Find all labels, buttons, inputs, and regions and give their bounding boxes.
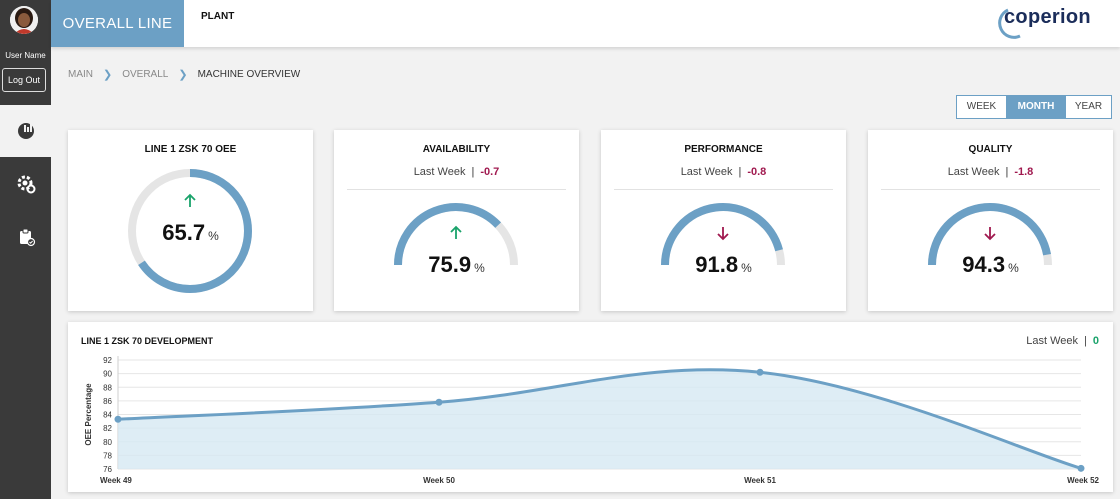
period-month-button[interactable]: MONTH bbox=[1007, 96, 1065, 118]
y-tick-label: 80 bbox=[103, 438, 112, 447]
user-block: User Name Log Out bbox=[0, 0, 51, 102]
x-tick-label: Week 52 bbox=[1067, 476, 1099, 485]
x-tick-label: Week 50 bbox=[423, 476, 455, 485]
logo-text: coperion bbox=[1004, 6, 1091, 28]
oee-unit: % bbox=[208, 229, 219, 243]
logout-button[interactable]: Log Out bbox=[2, 68, 46, 92]
performance-number: 91.8 bbox=[695, 252, 739, 277]
development-title: LINE 1 ZSK 70 DEVELOPMENT bbox=[81, 336, 214, 346]
y-tick-label: 90 bbox=[103, 370, 112, 379]
clipboard-icon bbox=[19, 228, 35, 247]
availability-title: AVAILABILITY bbox=[422, 144, 491, 155]
y-tick-label: 82 bbox=[103, 424, 112, 433]
quality-value: 94.3% bbox=[868, 252, 1113, 278]
settings-icon bbox=[17, 175, 35, 194]
performance-unit: % bbox=[741, 261, 752, 275]
y-tick-label: 78 bbox=[103, 451, 112, 460]
development-panel: LINE 1 ZSK 70 DEVELOPMENT Last Week | 0 92… bbox=[68, 322, 1113, 492]
performance-card: PERFORMANCE Last Week | -0.8 91.8% bbox=[601, 130, 846, 311]
performance-gauge bbox=[661, 203, 785, 266]
y-tick-label: 88 bbox=[103, 383, 112, 392]
data-point bbox=[435, 398, 443, 406]
avatar[interactable] bbox=[10, 6, 38, 34]
y-tick-label: 92 bbox=[103, 356, 112, 365]
performance-sub: Last Week | -0.8 bbox=[680, 166, 767, 178]
availability-delta: -0.7 bbox=[480, 166, 500, 178]
sidebar: User Name Log Out bbox=[0, 0, 51, 499]
data-point bbox=[756, 368, 764, 376]
development-chart: 92 90 88 86 84 82 80 78 76 OEE Percentage Week 49 W… bbox=[84, 356, 1100, 485]
user-name: User Name bbox=[5, 51, 46, 60]
development-delta: 0 bbox=[1092, 335, 1099, 347]
series-line bbox=[117, 368, 1082, 470]
gauge-fill bbox=[928, 203, 1052, 266]
divider bbox=[614, 189, 833, 190]
divider bbox=[881, 189, 1100, 190]
nav-item-tasks[interactable] bbox=[0, 211, 51, 263]
arrow-down-icon bbox=[717, 227, 729, 241]
period-switch: WEEK MONTH YEAR bbox=[956, 95, 1112, 119]
x-tick-label: Week 49 bbox=[100, 476, 132, 485]
oee-number: 65.7 bbox=[162, 220, 206, 245]
oee-gauge bbox=[128, 169, 252, 293]
quality-card: QUALITY Last Week | -1.8 94.3% bbox=[868, 130, 1113, 311]
availability-value: 75.9% bbox=[334, 252, 579, 278]
performance-sub-label: Last Week bbox=[680, 166, 733, 178]
breadcrumb-current: MACHINE OVERVIEW bbox=[197, 69, 301, 80]
availability-unit: % bbox=[474, 261, 485, 275]
breadcrumb-main[interactable]: MAIN bbox=[68, 69, 93, 80]
tab-overall-line[interactable]: OVERALL LINE bbox=[51, 0, 184, 47]
performance-value: 91.8% bbox=[601, 252, 846, 278]
arrow-up-icon bbox=[184, 193, 196, 207]
quality-number: 94.3 bbox=[962, 252, 1006, 277]
quality-title: QUALITY bbox=[968, 144, 1013, 155]
series-area bbox=[118, 369, 1081, 469]
performance-delta: -0.8 bbox=[747, 166, 767, 178]
gauge-fill bbox=[661, 203, 783, 266]
availability-sub-label: Last Week bbox=[413, 166, 466, 178]
performance-title: PERFORMANCE bbox=[684, 144, 763, 155]
availability-sub: Last Week | -0.7 bbox=[413, 166, 500, 178]
y-tick-label: 76 bbox=[103, 465, 112, 474]
oee-card: LINE 1 ZSK 70 OEE 65.7% bbox=[68, 130, 313, 311]
x-tick-label: Week 51 bbox=[744, 476, 776, 485]
availability-number: 75.9 bbox=[428, 252, 472, 277]
top-header: OVERALL LINE PLANT coperion bbox=[51, 0, 1120, 47]
nav-item-dashboard[interactable] bbox=[0, 105, 51, 157]
data-point bbox=[114, 415, 122, 423]
data-point bbox=[1077, 464, 1085, 472]
nav-item-settings[interactable] bbox=[0, 158, 51, 210]
tab-plant[interactable]: PLANT bbox=[201, 11, 235, 22]
development-sub: Last Week | 0 bbox=[1026, 335, 1099, 347]
availability-gauge bbox=[394, 203, 518, 266]
y-axis-label: OEE Percentage bbox=[84, 383, 93, 446]
chevron-right-icon: ❯ bbox=[103, 69, 113, 81]
arrow-up-icon bbox=[450, 225, 462, 239]
development-sub-label: Last Week bbox=[1026, 335, 1079, 347]
breadcrumb-overall[interactable]: OVERALL bbox=[122, 69, 169, 80]
period-week-button[interactable]: WEEK bbox=[957, 96, 1007, 118]
oee-value: 65.7% bbox=[68, 220, 313, 246]
oee-title: LINE 1 ZSK 70 OEE bbox=[144, 144, 237, 155]
coperion-logo: coperion bbox=[994, 4, 1112, 40]
breadcrumb: MAIN ❯ OVERALL ❯ MACHINE OVERVIEW bbox=[68, 68, 300, 81]
y-tick-label: 86 bbox=[103, 397, 112, 406]
chevron-right-icon: ❯ bbox=[178, 69, 188, 81]
availability-card: AVAILABILITY Last Week | -0.7 75.9% bbox=[334, 130, 579, 311]
arrow-down-icon bbox=[984, 227, 996, 241]
period-year-button[interactable]: YEAR bbox=[1065, 96, 1111, 118]
quality-unit: % bbox=[1008, 261, 1019, 275]
y-tick-label: 84 bbox=[103, 411, 112, 420]
quality-delta: -1.8 bbox=[1014, 166, 1034, 178]
gauge-fill bbox=[394, 203, 502, 266]
divider bbox=[347, 189, 566, 190]
quality-gauge bbox=[928, 203, 1052, 266]
quality-sub-label: Last Week bbox=[947, 166, 1000, 178]
chart-icon bbox=[17, 123, 34, 139]
quality-sub: Last Week | -1.8 bbox=[947, 166, 1034, 178]
